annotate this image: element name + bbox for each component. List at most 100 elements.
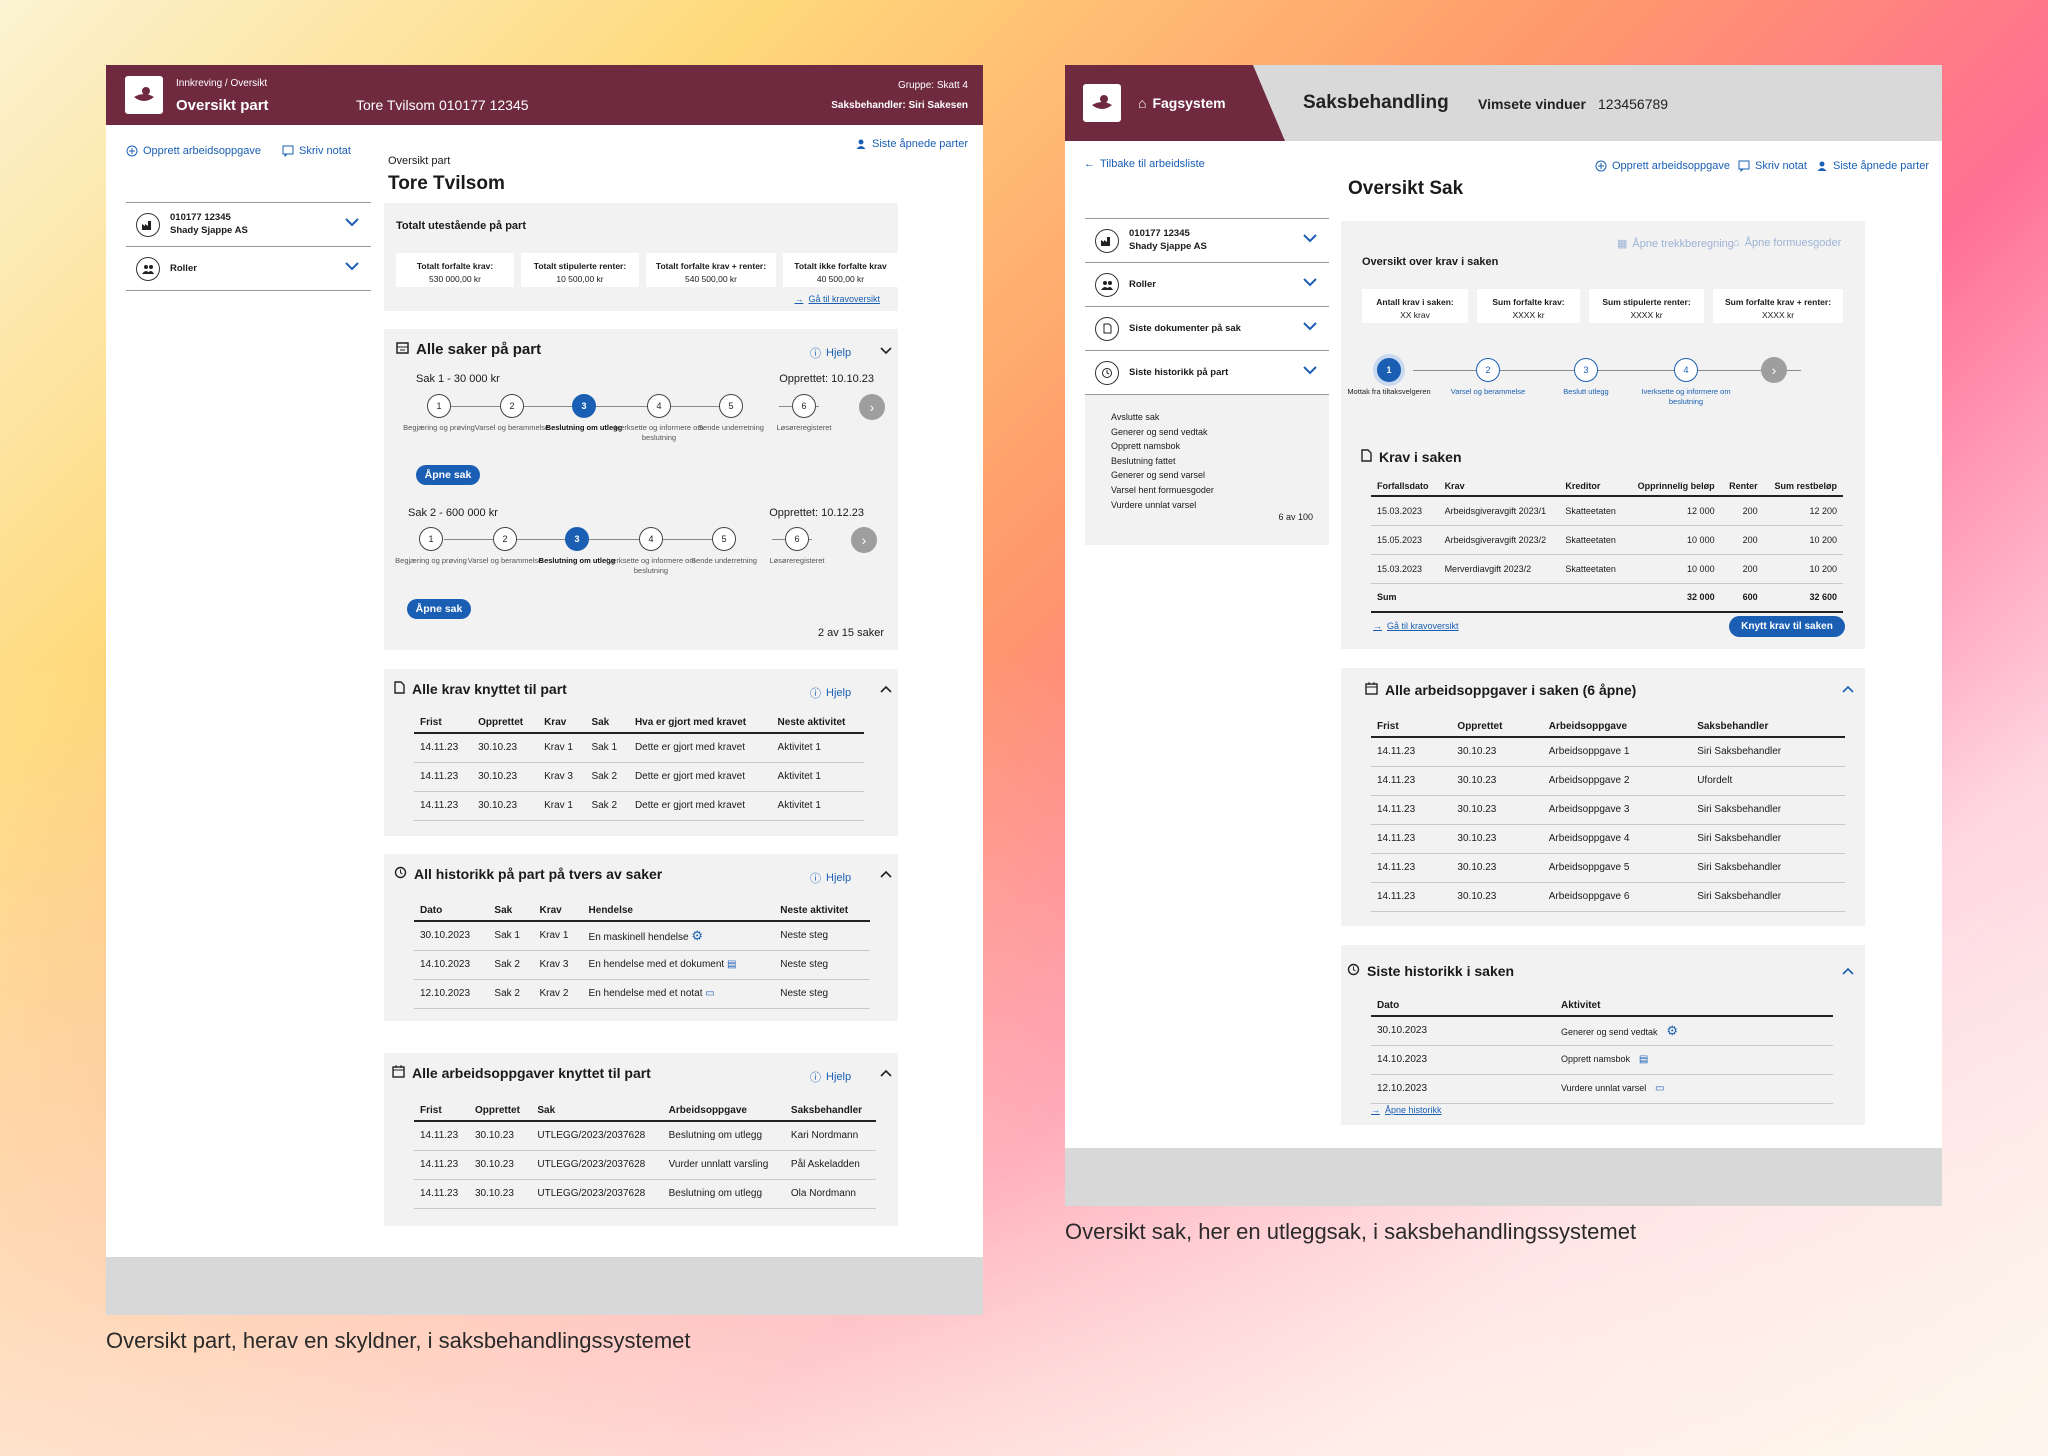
write-note-link[interactable]: Skriv notat (282, 145, 351, 158)
step[interactable]: 6 Løsøreregisteret (752, 527, 842, 566)
cell: Aktivitet 1 (771, 733, 864, 763)
step-label: Beslutning om utlegg (545, 423, 623, 432)
table-row[interactable]: 14.11.23 30.10.23 Arbeidsoppgave 1 Siri Sak… (1371, 737, 1845, 767)
sidebar-item-party[interactable]: 010177 12345 Shady Sjappe AS (1085, 219, 1329, 263)
right-footer (1065, 1148, 1942, 1206)
recent-parties-link[interactable]: Siste åpnede parter (1816, 160, 1929, 172)
chevron-up-icon[interactable] (880, 870, 892, 878)
next-step-icon[interactable]: › (859, 394, 885, 420)
breadcrumb[interactable]: Innkreving / Oversikt (176, 78, 268, 89)
chevron-down-icon[interactable] (880, 347, 892, 355)
next-step-icon[interactable]: › (851, 527, 877, 553)
claims-overview-link[interactable]: → Gå til kravoversikt (794, 294, 880, 304)
table-row[interactable]: 12.10.2023 Sak 2 Krav 2 En hendelse med et … (414, 979, 870, 1009)
document-icon[interactable]: ▤ (1638, 1054, 1649, 1065)
step[interactable]: 5 Sende underretning (679, 527, 769, 566)
sidebar-item-party[interactable]: 010177 12345 Shady Sjappe AS (126, 203, 371, 247)
system-name[interactable]: ⌂ Fagsystem (1138, 95, 1226, 111)
list-item[interactable]: Varsel hent formuesgoder (1111, 484, 1214, 495)
step[interactable]: 2 Varsel og berammelse (467, 394, 557, 433)
document-icon (394, 681, 405, 697)
table-row[interactable]: 14.11.23 30.10.23 Krav 3 Sak 2 Dette er gjor… (414, 762, 864, 792)
step-active[interactable]: 3 Beslutning om utlegg (532, 527, 622, 566)
open-case-button[interactable]: Åpne sak (407, 599, 471, 619)
help-link[interactable]: ⓘ Hjelp (810, 345, 851, 361)
cell: Arbeidsgiveravgift 2023/2 (1438, 525, 1560, 555)
chevron-up-icon[interactable] (880, 1069, 892, 1077)
step[interactable]: 3 Beslutt utlegg (1541, 358, 1631, 397)
list-item[interactable]: Avslutte sak (1111, 412, 1160, 422)
left-caption: Oversikt part, herav en skyldner, i saks… (106, 1328, 691, 1353)
back-link[interactable]: ← Tilbake til arbeidsliste (1084, 158, 1205, 170)
step[interactable]: 4 Iverksette og informere om beslutning (606, 527, 696, 576)
chevron-up-icon[interactable] (1842, 685, 1854, 693)
open-history-link[interactable]: → Åpne historikk (1371, 1105, 1442, 1115)
table-row[interactable]: 30.10.2023 Sak 1 Krav 1 En maskinell hendel… (414, 921, 870, 951)
recent-parties-link[interactable]: Siste åpnede parter (855, 138, 968, 150)
table-row[interactable]: 14.11.23 30.10.23 UTLEGG/2023/2037628 Beslu… (414, 1179, 876, 1209)
sidebar-item-documents[interactable]: Siste dokumenter på sak (1085, 307, 1329, 351)
table-row[interactable]: 30.10.2023 Generer og send vedtak ⚙ (1371, 1016, 1833, 1046)
table-row[interactable]: 15.05.2023 Arbeidsgiveravgift 2023/2 Skatt… (1371, 525, 1843, 555)
cell: Neste steg (774, 921, 870, 951)
chevron-down-icon (1303, 322, 1317, 331)
history-count: 6 av 100 (1278, 512, 1313, 522)
step-active[interactable]: 1 Mottak fra tiltaksvelgeren (1344, 358, 1434, 397)
table-row[interactable]: 14.11.23 30.10.23 Arbeidsoppgave 5 Siri Sak… (1371, 853, 1845, 883)
write-note-link[interactable]: Skriv notat (1738, 160, 1807, 173)
table-row[interactable]: 14.11.23 30.10.23 UTLEGG/2023/2037628 Vurde… (414, 1150, 876, 1180)
table-row[interactable]: 14.11.23 30.10.23 UTLEGG/2023/2037628 Beslu… (414, 1121, 876, 1151)
step-active[interactable]: 3 Beslutning om utlegg (539, 394, 629, 433)
step[interactable]: 5 Sende underretning (686, 394, 776, 433)
table-row[interactable]: 12.10.2023 Vurdere unnlat varsel ▭ (1371, 1074, 1833, 1104)
step[interactable]: 2 Varsel og berammelse (1443, 358, 1533, 397)
note-icon[interactable]: ▭ (705, 988, 715, 999)
document-icon[interactable]: ▤ (726, 959, 737, 970)
open-calculation-link[interactable]: ▦ Åpne trekkberegning (1617, 237, 1734, 251)
list-item[interactable]: Generer og send vedtak (1111, 426, 1208, 437)
sidebar-item-roles[interactable]: Roller (1085, 263, 1329, 307)
col-header: Saksbehandler (1691, 717, 1845, 738)
step[interactable]: 4 Iverksette og informere om beslutning (1641, 358, 1731, 407)
table-row[interactable]: 15.03.2023 Merverdiavgift 2023/2 Skatteeta… (1371, 554, 1843, 584)
help-link[interactable]: ⓘ Hjelp (810, 685, 851, 701)
list-item[interactable]: Vurdere unnlat varsel (1111, 499, 1197, 510)
cell: 14.11.23 (414, 791, 473, 821)
chevron-up-icon[interactable] (1842, 967, 1854, 975)
help-link[interactable]: ⓘ Hjelp (810, 1069, 851, 1085)
list-item[interactable]: Opprett namsbok (1111, 441, 1181, 452)
sidebar-item-history[interactable]: Siste historikk på part (1085, 351, 1329, 395)
table-row[interactable]: 15.03.2023 Arbeidsgiveravgift 2023/1 Skatt… (1371, 496, 1843, 526)
next-step-icon[interactable]: › (1761, 357, 1787, 383)
left-header: Innkreving / Oversikt Oversikt part Tore… (106, 65, 983, 125)
cell: 200 (1720, 554, 1764, 584)
step[interactable]: 1 Begjæring og prøving (394, 394, 484, 433)
table-row[interactable]: 14.10.2023 Opprett namsbok ▤ (1371, 1045, 1833, 1075)
open-case-button[interactable]: Åpne sak (416, 465, 480, 485)
list-item[interactable]: Beslutning fattet (1111, 455, 1176, 466)
claims-overview-link[interactable]: → Gå til kravoversikt (1373, 621, 1459, 631)
table-row[interactable]: 14.10.2023 Sak 2 Krav 3 En hendelse med et … (414, 950, 870, 980)
activity-text: Vurdere unnlat varsel (1561, 1083, 1647, 1093)
app-logo-icon[interactable] (125, 76, 163, 114)
step[interactable]: 2 Varsel og berammelse (460, 527, 550, 566)
list-item[interactable]: Generer og send varsel (1111, 470, 1206, 481)
step[interactable]: 1 Begjæring og prøving (386, 527, 476, 566)
help-link[interactable]: ⓘ Hjelp (810, 870, 851, 886)
table-row[interactable]: 14.11.23 30.10.23 Arbeidsoppgave 6 Siri Sak… (1371, 882, 1845, 912)
table-row[interactable]: 14.11.23 30.10.23 Krav 1 Sak 2 Dette er gjor… (414, 791, 864, 821)
note-icon[interactable]: ▭ (1655, 1083, 1665, 1094)
create-task-link[interactable]: Opprett arbeidsoppgave (126, 145, 261, 157)
table-row[interactable]: 14.11.23 30.10.23 Arbeidsoppgave 3 Siri Sak… (1371, 795, 1845, 825)
chevron-up-icon[interactable] (880, 685, 892, 693)
app-logo-icon[interactable] (1083, 84, 1121, 122)
open-assets-link[interactable]: ⌂ Åpne formuesgoder (1733, 237, 1841, 249)
table-row[interactable]: 14.11.23 30.10.23 Krav 1 Sak 1 Dette er gjor… (414, 733, 864, 763)
link-claim-button[interactable]: Knytt krav til saken (1729, 616, 1845, 637)
step[interactable]: 6 Løsøreregisteret (759, 394, 849, 433)
table-row[interactable]: 14.11.23 30.10.23 Arbeidsoppgave 2 Ufordelt (1371, 766, 1845, 796)
table-row[interactable]: 14.11.23 30.10.23 Arbeidsoppgave 4 Siri Sak… (1371, 824, 1845, 854)
create-task-link[interactable]: Opprett arbeidsoppgave (1595, 160, 1730, 172)
step[interactable]: 4 Iverksette og informere om beslutning (614, 394, 704, 443)
sidebar-item-roles[interactable]: Roller (126, 247, 371, 291)
